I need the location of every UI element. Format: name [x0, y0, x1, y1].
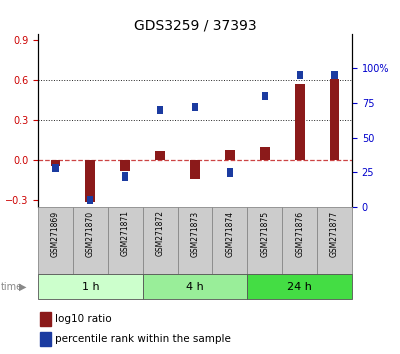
Text: GSM271873: GSM271873 [190, 210, 200, 257]
Bar [330, 79, 340, 160]
Bar [317, 207, 352, 274]
Bar [38, 207, 73, 274]
Bar [87, 196, 94, 204]
Bar [122, 172, 128, 181]
Bar [143, 207, 178, 274]
Bar [227, 168, 233, 177]
Bar [108, 207, 143, 274]
Text: ▶: ▶ [19, 282, 27, 292]
Text: GSM271871: GSM271871 [121, 210, 130, 256]
Text: time: time [1, 282, 23, 292]
Bar [73, 207, 108, 274]
Bar [295, 84, 304, 160]
Title: GDS3259 / 37393: GDS3259 / 37393 [134, 18, 256, 33]
Text: GSM271869: GSM271869 [51, 210, 60, 257]
Text: log10 ratio: log10 ratio [55, 314, 112, 324]
Text: GSM271875: GSM271875 [260, 210, 269, 257]
Bar [296, 71, 303, 79]
Text: GSM271870: GSM271870 [86, 210, 95, 257]
Text: GSM271877: GSM271877 [330, 210, 339, 257]
Bar [260, 147, 270, 160]
Text: 24 h: 24 h [287, 282, 312, 292]
Bar [247, 207, 282, 274]
Bar [52, 164, 58, 172]
Bar [120, 160, 130, 171]
Text: percentile rank within the sample: percentile rank within the sample [55, 334, 231, 344]
Text: GSM271876: GSM271876 [295, 210, 304, 257]
Bar [40, 312, 50, 326]
Text: GSM271874: GSM271874 [225, 210, 234, 257]
Text: GSM271872: GSM271872 [156, 210, 165, 256]
Bar [225, 150, 235, 160]
Bar [178, 207, 212, 274]
Bar [155, 151, 165, 160]
Bar [86, 160, 95, 202]
Bar [282, 207, 317, 274]
Bar [212, 207, 247, 274]
Bar [143, 274, 247, 299]
Bar [190, 160, 200, 179]
Bar [157, 106, 163, 114]
Text: 4 h: 4 h [186, 282, 204, 292]
Bar [50, 160, 60, 166]
Bar [40, 332, 50, 346]
Bar [262, 92, 268, 100]
Text: 1 h: 1 h [82, 282, 99, 292]
Bar [247, 274, 352, 299]
Bar [38, 274, 143, 299]
Bar [192, 103, 198, 112]
Bar [332, 71, 338, 79]
